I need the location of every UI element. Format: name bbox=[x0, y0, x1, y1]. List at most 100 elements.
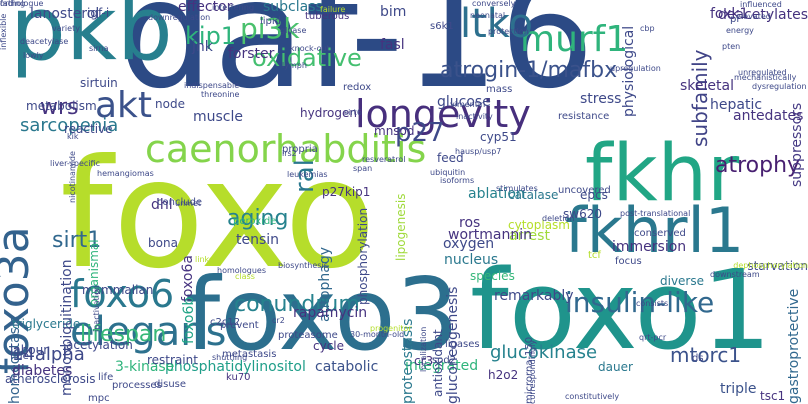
cloud-word: rapamycin bbox=[293, 305, 368, 321]
cloud-word: lymph bbox=[282, 61, 307, 70]
cloud-word: orthologue bbox=[0, 0, 44, 8]
cloud-word: h2o2 bbox=[488, 368, 519, 382]
cloud-word: phosphorylation bbox=[356, 207, 370, 305]
cloud-word: conundrum bbox=[234, 292, 360, 317]
cloud-word: failure bbox=[320, 5, 346, 14]
cloud-word: elegans bbox=[70, 309, 227, 355]
cloud-word: leukemias bbox=[287, 170, 328, 179]
cloud-word: feed bbox=[437, 151, 464, 165]
cloud-word: ltko bbox=[460, 1, 534, 47]
cloud-word: catabolic bbox=[315, 359, 379, 375]
cloud-word: integrated bbox=[405, 358, 479, 374]
cloud-word: cycle bbox=[313, 339, 345, 353]
cloud-word: atrophy bbox=[715, 153, 801, 178]
cloud-word: foxo6b bbox=[181, 296, 197, 345]
cloud-word: cytoplasm bbox=[508, 218, 570, 232]
cloud-word: remarkably bbox=[494, 288, 574, 304]
cloud-word: tuberous bbox=[305, 11, 350, 22]
cloud-word: neonatal bbox=[470, 11, 506, 20]
cloud-word: propria bbox=[282, 144, 318, 155]
cloud-word: mass bbox=[486, 84, 513, 95]
cloud-word: inactivation bbox=[92, 284, 101, 332]
cloud-word: focus bbox=[615, 256, 642, 267]
cloud-word: deacetylates bbox=[717, 7, 808, 23]
cloud-word: tensin bbox=[236, 232, 280, 248]
cloud-word: triple bbox=[720, 381, 757, 397]
cloud-word: sirna bbox=[89, 44, 109, 53]
cloud-word: akt bbox=[95, 85, 153, 126]
cloud-word: cbp bbox=[640, 24, 655, 33]
cloud-word: deletion bbox=[542, 214, 575, 223]
cloud-word: oxygen bbox=[443, 236, 495, 252]
cloud-word: daf-16 bbox=[118, 0, 595, 122]
cloud-word: inflexible bbox=[0, 13, 8, 50]
cloud-word: disuse bbox=[154, 379, 187, 390]
cloud-word: 30-month-old bbox=[350, 330, 405, 339]
cloud-word: prevent bbox=[220, 320, 259, 331]
cloud-word: unregulated bbox=[738, 68, 787, 77]
cloud-word: life bbox=[98, 372, 114, 383]
cloud-word: 14alpha bbox=[12, 344, 85, 365]
cloud-word: bona bbox=[148, 236, 178, 250]
cloud-word: stress bbox=[580, 91, 622, 107]
cloud-word: dephosphorylation bbox=[733, 261, 808, 270]
cloud-word: bim bbox=[380, 4, 407, 20]
cloud-word: hydrogen bbox=[300, 106, 357, 120]
cloud-word: catalase bbox=[508, 188, 559, 202]
cloud-word: oxidative bbox=[252, 44, 362, 72]
cloud-word: conclude bbox=[157, 197, 203, 208]
cloud-word: ku70 bbox=[226, 372, 251, 383]
cloud-word: vimentin bbox=[450, 100, 486, 109]
cloud-word: restraint bbox=[147, 353, 198, 367]
cloud-word: downstream bbox=[710, 270, 760, 279]
cloud-word: pi bbox=[730, 14, 740, 25]
cloud-word: ligases bbox=[445, 339, 480, 350]
cloud-word: pkb bbox=[10, 0, 173, 80]
cloud-word: phosphatidylinositol bbox=[165, 359, 306, 375]
cloud-word: longevity bbox=[355, 92, 531, 136]
cloud-word: shuttling bbox=[212, 353, 248, 362]
cloud-word: wortmannin bbox=[448, 227, 532, 243]
cloud-word: fide bbox=[10, 351, 29, 362]
cloud-word: sirt1 bbox=[52, 228, 102, 253]
cloud-word: post-translational bbox=[620, 209, 691, 218]
cloud-word: span bbox=[353, 164, 373, 173]
cloud-word: monoubiquitination bbox=[59, 259, 75, 397]
cloud-word: forster bbox=[228, 46, 275, 62]
cloud-word: aging bbox=[227, 206, 289, 231]
cloud-word: uncovered bbox=[558, 185, 611, 196]
cloud-word: kip1 bbox=[185, 22, 237, 50]
cloud-word: resveratrol bbox=[362, 155, 406, 164]
cloud-word: conversely bbox=[472, 0, 516, 8]
cloud-word: qrt-pcr bbox=[639, 333, 667, 342]
cloud-word: homologues bbox=[217, 266, 267, 275]
cloud-word: mnsod bbox=[374, 124, 415, 138]
cloud-word: mpc bbox=[88, 393, 110, 404]
cloud-word: tsc1 bbox=[760, 389, 786, 403]
cloud-word: hepatic bbox=[710, 97, 763, 113]
cloud-word: subclass bbox=[263, 0, 323, 15]
cloud-word: wrs bbox=[40, 95, 79, 120]
cloud-word: s6k1 bbox=[430, 21, 454, 32]
cloud-word: sarcopenia bbox=[20, 115, 119, 136]
cloud-word: knock-out bbox=[290, 44, 330, 53]
cloud-word: foxo6a bbox=[180, 255, 196, 303]
cloud-word: diverse bbox=[660, 274, 705, 288]
cloud-word: fkhrl1 bbox=[565, 194, 745, 267]
cloud-word: glpase bbox=[280, 26, 307, 35]
cloud-word: subfamily bbox=[688, 49, 712, 147]
cloud-word: correspondingly bbox=[528, 339, 537, 404]
cloud-word: fasl bbox=[380, 37, 405, 53]
cloud-word: reactive bbox=[64, 122, 113, 136]
cloud-word: downregulation bbox=[148, 13, 211, 22]
cloud-word: conserved bbox=[634, 228, 686, 239]
cloud-word: upregulation bbox=[610, 64, 661, 73]
cloud-word: p27 bbox=[395, 118, 445, 148]
cloud-word: pi3k bbox=[240, 12, 300, 45]
cloud-word: cyp51 bbox=[480, 130, 517, 144]
cloud-word: dhl bbox=[151, 197, 173, 213]
cloud-word: unmet bbox=[175, 199, 201, 208]
cloud-word: sw620 bbox=[563, 207, 602, 221]
cloud-word: starvation bbox=[747, 259, 808, 273]
